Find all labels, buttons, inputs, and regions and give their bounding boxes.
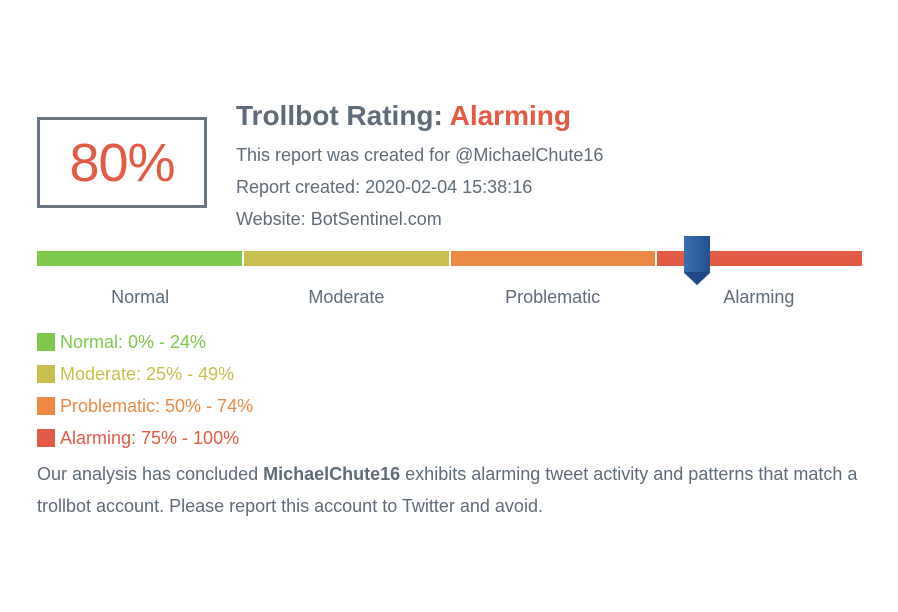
conclusion-after: exhibits alarming tweet activity and pat… — [37, 464, 858, 516]
analysis-conclusion: Our analysis has concluded MichaelChute1… — [37, 458, 867, 522]
legend-item-normal: Normal: 0% - 24% — [37, 326, 253, 358]
rating-value: Alarming — [449, 100, 571, 131]
conclusion-account: MichaelChute16 — [263, 464, 401, 484]
scale-segment-moderate — [241, 251, 449, 266]
legend-swatch-alarming — [37, 429, 55, 447]
legend-text-alarming: Alarming: 75% - 100% — [60, 427, 240, 448]
legend-text-problematic: Problematic: 50% - 74% — [60, 395, 254, 416]
scale-label-moderate: Moderate — [308, 287, 385, 307]
score-box: 80% — [37, 117, 207, 208]
title-prefix: Trollbot Rating: — [236, 100, 450, 131]
legend-swatch-problematic — [37, 397, 55, 415]
legend-swatch-normal — [37, 333, 55, 351]
report-created-at: Report created: 2020-02-04 15:38:16 — [236, 177, 533, 197]
legend: Normal: 0% - 24% Moderate: 25% - 49% Pro… — [37, 326, 253, 454]
page-title: Trollbot Rating: Alarming — [236, 100, 571, 132]
legend-item-alarming: Alarming: 75% - 100% — [37, 422, 253, 454]
legend-swatch-moderate — [37, 365, 55, 383]
report-website: Website: BotSentinel.com — [236, 209, 442, 229]
rating-marker-icon — [684, 236, 710, 285]
score-value: 80% — [69, 132, 175, 193]
legend-item-problematic: Problematic: 50% - 74% — [37, 390, 253, 422]
scale-segment-problematic — [448, 251, 656, 266]
scale-label-normal: Normal — [111, 287, 170, 307]
legend-text-normal: Normal: 0% - 24% — [60, 331, 207, 352]
scale-segment-normal — [37, 251, 242, 266]
conclusion-before: Our analysis has concluded — [37, 464, 264, 484]
rating-scale-bar — [37, 251, 862, 266]
report-created-for: This report was created for @MichaelChut… — [236, 145, 604, 165]
scale-label-problematic: Problematic — [505, 287, 601, 307]
legend-item-moderate: Moderate: 25% - 49% — [37, 358, 253, 390]
scale-labels: Normal Moderate Problematic Alarming — [37, 287, 862, 308]
scale-label-alarming: Alarming — [723, 287, 795, 307]
legend-text-moderate: Moderate: 25% - 49% — [60, 363, 235, 384]
